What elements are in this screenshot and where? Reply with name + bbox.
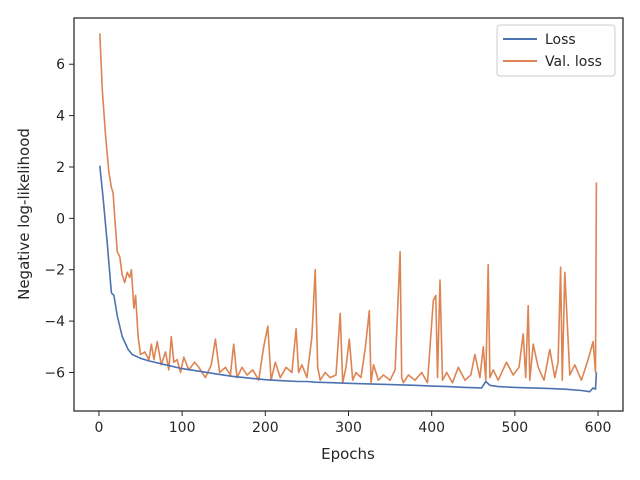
legend-label-loss: Loss bbox=[545, 32, 576, 48]
plot-frame bbox=[73, 17, 624, 412]
series-line-loss bbox=[99, 165, 598, 393]
x-tick-label: 0 bbox=[94, 420, 103, 436]
x-tick-label: 600 bbox=[585, 420, 612, 436]
legend-box bbox=[496, 24, 616, 77]
series-layer bbox=[99, 33, 598, 393]
series-line-val-loss bbox=[99, 33, 598, 384]
ticks-layer: 0 100 200 300 400 500 600 −6 −4 −2 0 2 4 6 bbox=[44, 57, 611, 436]
y-tick-label: 4 bbox=[56, 109, 65, 125]
y-tick-label: 6 bbox=[56, 57, 65, 73]
x-tick-label: 300 bbox=[335, 420, 362, 436]
y-tick-label: −2 bbox=[44, 263, 65, 279]
y-tick-label: −6 bbox=[44, 365, 65, 381]
legend-label-val-loss: Val. loss bbox=[545, 54, 602, 70]
x-tick-label: 200 bbox=[252, 420, 279, 436]
y-tick-label: 0 bbox=[56, 211, 65, 227]
x-tick-label: 400 bbox=[418, 420, 445, 436]
y-tick-label: −4 bbox=[44, 314, 65, 330]
x-axis-label: Epochs bbox=[321, 445, 375, 463]
x-tick-label: 100 bbox=[169, 420, 196, 436]
x-tick-label: 500 bbox=[501, 420, 528, 436]
legend: Loss Val. loss bbox=[496, 24, 616, 77]
y-tick-label: 2 bbox=[56, 160, 65, 176]
y-axis-label: Negative log-likelihood bbox=[15, 128, 33, 300]
